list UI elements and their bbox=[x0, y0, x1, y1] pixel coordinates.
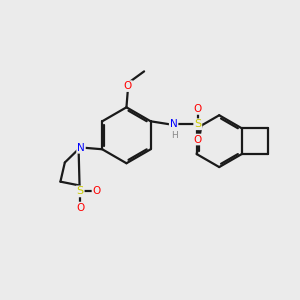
Text: S: S bbox=[76, 186, 84, 197]
Text: N: N bbox=[170, 119, 178, 129]
Text: O: O bbox=[76, 202, 84, 213]
Text: N: N bbox=[77, 143, 85, 153]
Text: O: O bbox=[194, 134, 202, 145]
Text: O: O bbox=[92, 186, 101, 196]
Text: S: S bbox=[194, 119, 201, 129]
Text: O: O bbox=[124, 81, 132, 91]
Text: H: H bbox=[171, 131, 178, 140]
Text: O: O bbox=[194, 104, 202, 114]
